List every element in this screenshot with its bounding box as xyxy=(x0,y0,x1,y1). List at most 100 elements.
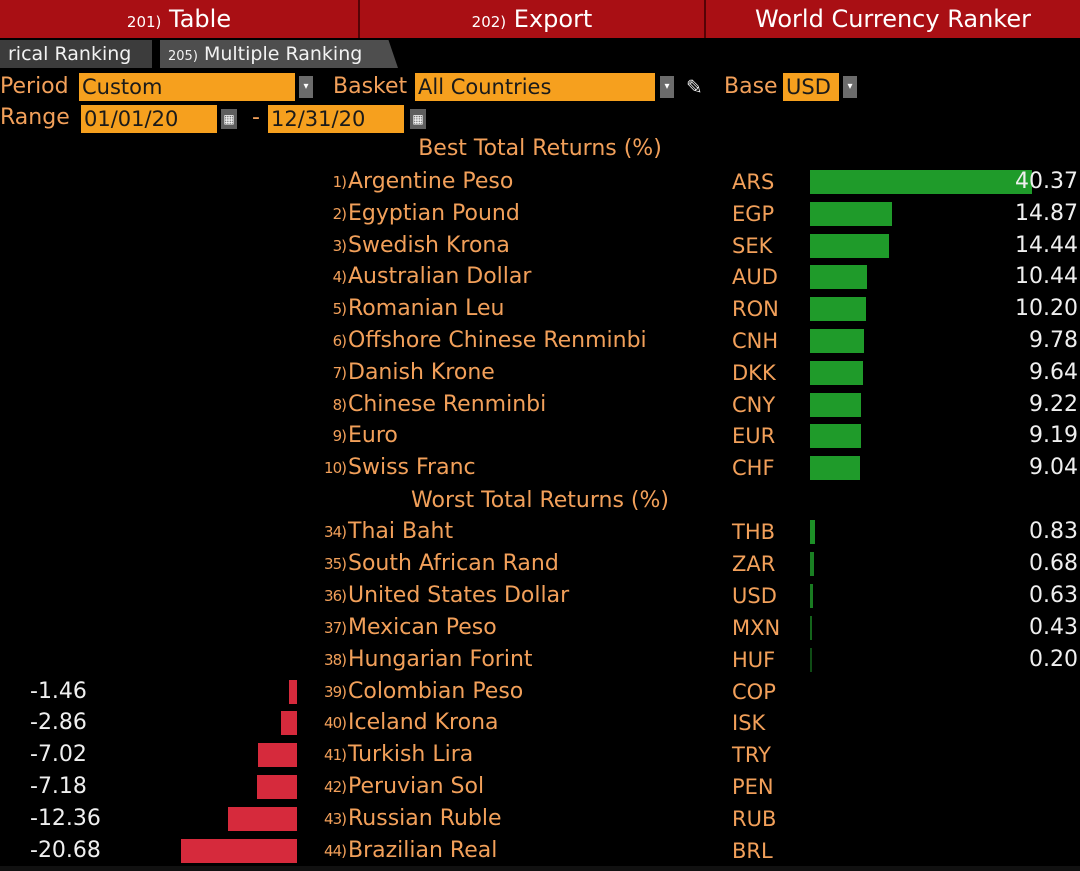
base-dropdown-icon[interactable]: ▾ xyxy=(843,76,857,98)
currency-code: ISK xyxy=(732,711,766,736)
app-title: World Currency Ranker xyxy=(755,5,1031,33)
base-label: Base xyxy=(724,74,778,99)
currency-name: Egyptian Pound xyxy=(348,200,520,226)
return-value: 14.44 xyxy=(1015,232,1078,258)
positive-return-bar xyxy=(810,456,860,481)
positive-return-bar xyxy=(810,647,812,672)
currency-row[interactable]: 44) Brazilian Real BRL -20.68 xyxy=(0,835,1080,867)
currency-code: EUR xyxy=(732,424,776,449)
currency-row[interactable]: 4) Australian Dollar AUD 10.44 xyxy=(0,261,1080,293)
base-currency-select[interactable]: USD xyxy=(783,73,839,101)
currency-row[interactable]: 41) Turkish Lira TRY -7.02 xyxy=(0,739,1080,771)
currency-name: Danish Krone xyxy=(348,359,495,385)
currency-name: South African Rand xyxy=(348,550,559,576)
currency-name: Euro xyxy=(348,423,398,449)
rank-number: 36) xyxy=(324,586,347,605)
calendar-icon[interactable]: ▦ xyxy=(221,109,237,129)
return-value: 0.43 xyxy=(1029,614,1078,640)
tab-multiple-ranking-label: Multiple Ranking xyxy=(203,43,363,65)
tab-historical-ranking[interactable]: rical Ranking xyxy=(0,40,152,68)
best-returns-header: Best Total Returns (%) xyxy=(418,136,662,161)
currency-row[interactable]: 38) Hungarian Forint HUF 0.20 xyxy=(0,644,1080,676)
currency-row[interactable]: 34) Thai Baht THB 0.83 xyxy=(0,516,1080,548)
currency-row[interactable]: 9) Euro EUR 9.19 xyxy=(0,420,1080,452)
currency-row[interactable]: 36) United States Dollar USD 0.63 xyxy=(0,580,1080,612)
currency-name: Swiss Franc xyxy=(348,455,476,481)
table-button[interactable]: 201) Table xyxy=(0,0,358,38)
return-value: -7.02 xyxy=(30,742,87,768)
currency-row[interactable]: 43) Russian Ruble RUB -12.36 xyxy=(0,803,1080,835)
edit-pencil-icon[interactable]: ✎ xyxy=(686,75,703,99)
range-separator: - xyxy=(252,105,260,130)
currency-row[interactable]: 3) Swedish Krona SEK 14.44 xyxy=(0,230,1080,262)
rank-number: 7) xyxy=(332,363,347,382)
negative-return-bar xyxy=(288,679,297,704)
currency-code: ZAR xyxy=(732,551,776,576)
return-value: 0.83 xyxy=(1029,519,1078,544)
currency-name: Chinese Renminbi xyxy=(348,391,547,417)
currency-row[interactable]: 10) Swiss Franc CHF 9.04 xyxy=(0,452,1080,484)
currency-row[interactable]: 35) South African Rand ZAR 0.68 xyxy=(0,548,1080,580)
currency-name: Argentine Peso xyxy=(348,169,514,194)
currency-row[interactable]: 39) Colombian Peso COP -1.46 xyxy=(0,676,1080,708)
return-value: 0.68 xyxy=(1029,550,1078,576)
currency-row[interactable]: 2) Egyptian Pound EGP 14.87 xyxy=(0,198,1080,230)
export-button[interactable]: 202) Export xyxy=(360,0,704,38)
currency-code: RUB xyxy=(732,807,777,832)
currency-code: RON xyxy=(732,297,779,322)
return-value: 0.63 xyxy=(1029,582,1078,608)
tab-multiple-ranking[interactable]: 205) Multiple Ranking xyxy=(160,40,398,68)
currency-row[interactable]: 40) Iceland Krona ISK -2.86 xyxy=(0,707,1080,739)
currency-code: USD xyxy=(732,583,777,608)
range-end-date[interactable]: 12/31/20 xyxy=(268,105,404,133)
currency-code: ARS xyxy=(732,170,775,194)
currency-row[interactable]: 1) Argentine Peso ARS 40.37 xyxy=(0,166,1080,198)
return-value: -12.36 xyxy=(30,806,101,832)
status-strip xyxy=(0,866,1080,871)
currency-code: EGP xyxy=(732,201,775,226)
positive-return-bar xyxy=(810,424,861,449)
return-value: -1.46 xyxy=(30,678,87,704)
return-value: -20.68 xyxy=(30,838,101,863)
range-start-date[interactable]: 01/01/20 xyxy=(81,105,217,133)
export-button-number: 202) xyxy=(471,13,507,31)
rank-number: 1) xyxy=(332,173,347,191)
positive-return-bar xyxy=(810,233,890,258)
return-value: 9.22 xyxy=(1029,391,1078,417)
currency-row[interactable]: 7) Danish Krone DKK 9.64 xyxy=(0,357,1080,389)
positive-return-bar xyxy=(810,583,814,608)
currency-name: Hungarian Forint xyxy=(348,646,533,672)
rank-number: 9) xyxy=(332,427,347,446)
rank-number: 34) xyxy=(324,523,347,541)
currency-row[interactable]: 37) Mexican Peso MXN 0.43 xyxy=(0,612,1080,644)
positive-return-bar xyxy=(810,329,864,353)
tab-historical-ranking-label: rical Ranking xyxy=(8,43,132,65)
rank-number: 2) xyxy=(332,204,347,223)
period-dropdown-icon[interactable]: ▾ xyxy=(299,76,313,98)
positive-return-bar xyxy=(810,360,863,385)
table-button-label: Table xyxy=(169,5,232,33)
return-value: 9.19 xyxy=(1029,423,1078,449)
rank-number: 6) xyxy=(332,332,347,350)
calendar-icon[interactable]: ▦ xyxy=(410,109,426,129)
currency-name: Iceland Krona xyxy=(348,710,499,736)
positive-return-bar xyxy=(810,615,813,640)
return-value: 9.04 xyxy=(1029,455,1078,481)
basket-dropdown-icon[interactable]: ▾ xyxy=(660,76,674,98)
positive-return-bar xyxy=(810,265,868,290)
currency-name: Romanian Leu xyxy=(348,296,505,322)
currency-row[interactable]: 5) Romanian Leu RON 10.20 xyxy=(0,293,1080,325)
currency-row[interactable]: 8) Chinese Renminbi CNY 9.22 xyxy=(0,389,1080,421)
return-value: 10.44 xyxy=(1015,264,1078,290)
rank-number: 43) xyxy=(324,810,347,829)
currency-name: Mexican Peso xyxy=(348,614,497,640)
basket-select[interactable]: All Countries xyxy=(415,73,655,101)
currency-row[interactable]: 6) Offshore Chinese Renminbi CNH 9.78 xyxy=(0,325,1080,357)
return-value: 9.78 xyxy=(1029,328,1078,353)
return-value: 40.37 xyxy=(1015,169,1078,194)
negative-return-bar xyxy=(227,807,297,832)
return-value: 14.87 xyxy=(1015,200,1078,226)
rank-number: 40) xyxy=(324,714,347,733)
period-select[interactable]: Custom xyxy=(79,73,295,101)
currency-row[interactable]: 42) Peruvian Sol PEN -7.18 xyxy=(0,771,1080,803)
